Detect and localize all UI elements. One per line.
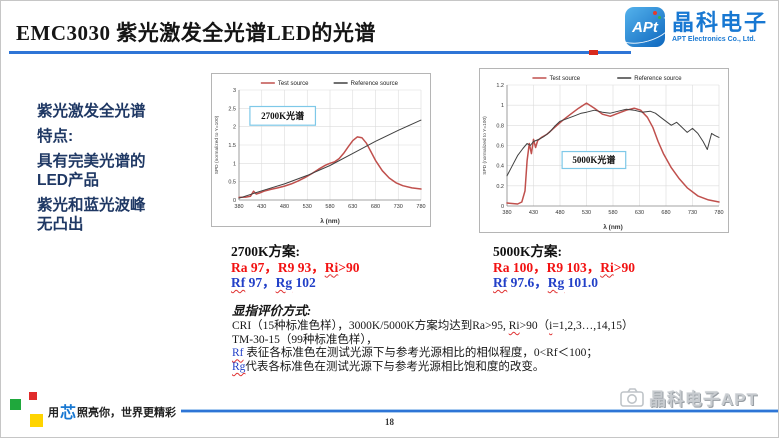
brand-green-square-icon: [10, 399, 21, 410]
logo-text: 晶科电子 APT Electronics Co., Ltd.: [671, 9, 768, 43]
svg-text:Reference source: Reference source: [634, 76, 682, 82]
slogan-suffix: 照亮你，世界更精彩: [77, 407, 177, 419]
scheme-2700k-tm30-values: Rf 97，Rg 102: [231, 275, 316, 290]
svg-text:5000K光谱: 5000K光谱: [572, 154, 615, 165]
svg-text:λ (nm): λ (nm): [320, 217, 340, 225]
watermark-text: 晶科电子APT: [649, 390, 758, 409]
feature-line: 特点:: [37, 128, 74, 145]
svg-text:530: 530: [303, 204, 312, 210]
company-name-cn: 晶科电子: [671, 9, 768, 35]
svg-text:SPD (normalized to Y=100): SPD (normalized to Y=100): [214, 115, 220, 174]
svg-text:0.5: 0.5: [228, 180, 236, 186]
evaluation-line: CRI（15种标准色样），3000K/5000K方案均达到Ra>95, Ri>9…: [232, 319, 634, 332]
svg-text:0: 0: [233, 198, 236, 204]
feature-text-block: 紫光激发全光谱 特点: 具有完美光谱的 LED产品 紫光和蓝光波峰 无凸出: [37, 102, 197, 234]
scheme-5000k-title: 5000K方案:: [493, 244, 562, 259]
evaluation-line: Rf 表征各标准色在测试光源下与参考光源相比的相似程度，0<Rf＜100；: [232, 347, 598, 360]
svg-text:380: 380: [502, 210, 511, 216]
scheme-5000k-metrics: 5000K方案: Ra 100，R9 103，Ri>90 Rf 97.6，Rg …: [493, 244, 635, 291]
feature-line: 紫光和蓝光波峰: [37, 197, 146, 214]
svg-text:480: 480: [280, 204, 289, 210]
scheme-5000k-cri-values: Ra 100，R9 103，Ri>90: [493, 259, 635, 275]
svg-text:730: 730: [688, 210, 697, 216]
company-name-en: APT Electronics Co., Ltd.: [671, 35, 756, 43]
svg-text:3: 3: [233, 88, 236, 94]
slogan-core-char: 芯: [60, 405, 77, 422]
svg-text:630: 630: [348, 204, 357, 210]
svg-text:0: 0: [501, 204, 504, 210]
evaluation-title: 显指评价方式:: [232, 304, 312, 318]
svg-text:730: 730: [394, 204, 403, 210]
underline-red-accent: [589, 50, 598, 55]
svg-text:0.8: 0.8: [496, 123, 504, 129]
evaluation-line: Rg代表各标准色在测试光源下与参考光源相比饱和度的改变。: [232, 361, 545, 374]
footer-divider-line: [181, 409, 778, 413]
apt-logo-icon: APt: [624, 7, 665, 47]
svg-text:Test source: Test source: [549, 76, 580, 82]
company-logo: APt 晶科电子 APT Electronics Co., Ltd.: [624, 7, 768, 47]
svg-text:1.2: 1.2: [496, 83, 504, 89]
svg-text:2: 2: [233, 125, 236, 131]
svg-text:λ (nm): λ (nm): [603, 223, 623, 231]
svg-text:380: 380: [234, 204, 243, 210]
brand-yellow-square-icon: [30, 414, 43, 427]
feature-line: 紫光激发全光谱: [37, 103, 146, 120]
svg-text:0.2: 0.2: [496, 184, 504, 190]
svg-text:780: 780: [714, 210, 723, 216]
logo-green-dot-icon: [657, 16, 661, 19]
svg-text:780: 780: [416, 204, 425, 210]
svg-text:580: 580: [608, 210, 617, 216]
svg-text:530: 530: [582, 210, 591, 216]
scheme-2700k-title: 2700K方案:: [231, 244, 300, 259]
page-number: 18: [385, 417, 394, 427]
evaluation-line: TM-30-15（99种标准色样），: [232, 333, 378, 346]
svg-text:630: 630: [635, 210, 644, 216]
brand-red-square-icon: [29, 392, 37, 400]
scheme-2700k-metrics: 2700K方案: Ra 97，R9 93，Ri>90 Rf 97，Rg 102: [231, 244, 359, 291]
svg-text:430: 430: [529, 210, 538, 216]
apt-badge-text: APt: [632, 18, 658, 36]
svg-text:680: 680: [371, 204, 380, 210]
svg-text:1: 1: [501, 103, 504, 109]
svg-text:2700K光谱: 2700K光谱: [261, 110, 304, 121]
svg-text:Test source: Test source: [278, 81, 309, 87]
feature-line: 无凸出: [37, 216, 84, 233]
svg-text:1: 1: [233, 161, 236, 167]
brand-slogan: 用芯照亮你，世界更精彩: [48, 399, 176, 423]
svg-text:0.4: 0.4: [496, 164, 504, 170]
scheme-5000k-tm30-values: Rf 97.6，Rg 101.0: [493, 275, 598, 290]
slogan-prefix: 用: [48, 407, 59, 419]
feature-line: 具有完美光谱的: [37, 153, 146, 170]
spectrum-chart-2700k: 380 430 480 530 580 630 680 730 780 0 0.5 1 1.5 2 2.5 3…: [214, 81, 426, 225]
svg-text:2.5: 2.5: [228, 106, 236, 112]
spectrum-chart-5000k: 380 430 480 530 580 630 680 730 780 0 0.2 0.4 0.6 0.8…: [482, 76, 724, 231]
spectrum-chart-5000k-panel: 380 430 480 530 580 630 680 730 780 0 0.2 0.4 0.6 0.8…: [479, 68, 729, 233]
svg-text:680: 680: [661, 210, 670, 216]
scheme-2700k-cri-values: Ra 97，R9 93，Ri>90: [231, 259, 360, 275]
feature-line: LED产品: [37, 172, 100, 189]
page-title: EMC3030 紫光激发全光谱LED的光谱: [16, 21, 376, 45]
svg-text:430: 430: [257, 204, 266, 210]
spectrum-chart-2700k-panel: 380 430 480 530 580 630 680 730 780 0 0.5 1 1.5 2 2.5 3…: [211, 73, 431, 227]
svg-text:580: 580: [325, 204, 334, 210]
watermark: 晶科电子APT: [620, 385, 758, 410]
svg-text:Reference source: Reference source: [351, 81, 399, 87]
svg-text:1.5: 1.5: [228, 143, 236, 149]
evaluation-method-block: 显指评价方式: CRI（15种标准色样），3000K/5000K方案均达到Ra>…: [232, 304, 777, 375]
svg-text:SPD (normalized to Y=100): SPD (normalized to Y=100): [482, 116, 488, 175]
camera-icon: [620, 388, 644, 407]
title-underline: [9, 50, 631, 55]
svg-text:480: 480: [555, 210, 564, 216]
logo-red-dot-icon: [652, 11, 657, 15]
svg-text:0.6: 0.6: [496, 144, 504, 150]
